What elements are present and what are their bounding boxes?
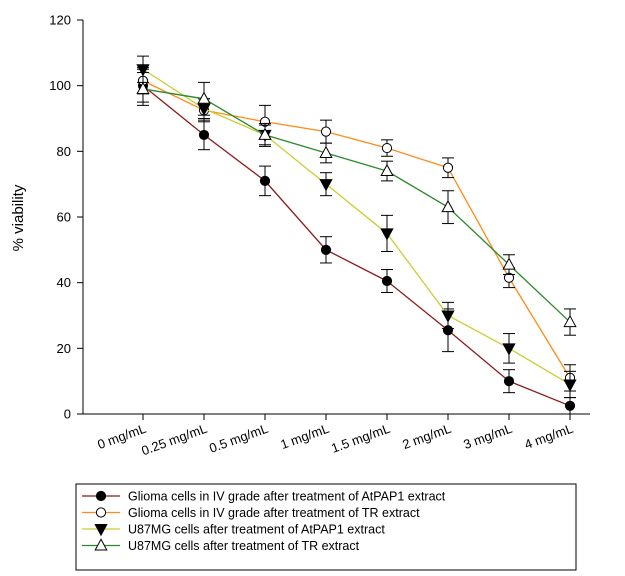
data-point — [441, 199, 455, 213]
x-tick-label: 1.5 mg/mL — [329, 421, 392, 456]
y-tick-label: 80 — [57, 144, 71, 159]
data-point — [197, 91, 211, 104]
legend-item: U87MG cells after treatment of TR extrac… — [82, 538, 360, 553]
data-point — [319, 179, 333, 192]
x-tick-label: 0.25 mg/mL — [139, 421, 209, 459]
series-line — [142, 80, 571, 379]
legend-item: Glioma cells in IV grade after treatment… — [82, 506, 420, 520]
data-point — [380, 228, 394, 241]
legend: Glioma cells in IV grade after treatment… — [75, 483, 577, 571]
data-point — [502, 257, 516, 270]
data-point — [320, 244, 332, 255]
data-point — [94, 538, 108, 551]
data-point — [381, 142, 393, 154]
legend-item: Glioma cells in IV grade after treatment… — [82, 490, 446, 504]
x-tick-label: 4 mg/mL — [522, 421, 575, 452]
x-tick-label: 1 mg/mL — [278, 421, 331, 452]
data-point — [563, 314, 577, 328]
data-point — [380, 163, 394, 177]
data-point — [502, 343, 516, 356]
series-1 — [137, 68, 576, 415]
y-tick-label: 100 — [49, 78, 71, 93]
data-point — [136, 81, 150, 94]
legend-box — [75, 483, 577, 571]
legend-label: U87MG cells after treatment of TR extrac… — [128, 539, 360, 553]
y-tick-label: 60 — [57, 210, 71, 225]
data-point — [136, 64, 150, 77]
x-tick-label: 3 mg/mL — [461, 421, 514, 452]
plot-area — [136, 55, 577, 415]
data-point — [381, 275, 393, 287]
y-tick-label: 40 — [57, 275, 71, 290]
data-point — [198, 129, 210, 141]
data-point — [564, 400, 576, 411]
data-point — [95, 507, 107, 518]
data-point — [259, 175, 271, 186]
data-point — [320, 126, 332, 137]
data-point — [563, 379, 577, 392]
y-axis-label: % viability — [10, 184, 27, 251]
x-tick-label: 0.5 mg/mL — [207, 421, 270, 456]
legend-label: Glioma cells in IV grade after treatment… — [128, 490, 446, 504]
series-2 — [137, 67, 576, 392]
legend-label: U87MG cells after treatment of AtPAP1 ex… — [128, 523, 385, 537]
data-point — [319, 145, 333, 158]
series-4 — [136, 72, 577, 336]
series-3 — [136, 55, 577, 399]
y-tick-label: 20 — [57, 341, 71, 356]
data-point — [442, 162, 454, 173]
data-point — [95, 490, 107, 502]
series-line — [142, 85, 571, 407]
data-point — [441, 310, 455, 323]
y-tick-label: 120 — [49, 13, 71, 28]
data-point — [503, 376, 515, 387]
legend-item: U87MG cells after treatment of AtPAP1 ex… — [82, 523, 385, 537]
y-tick-label: 0 — [64, 407, 71, 422]
data-point — [94, 524, 108, 537]
series-line — [142, 88, 571, 323]
data-point — [258, 127, 272, 140]
series-line — [142, 68, 571, 386]
legend-label: Glioma cells in IV grade after treatment… — [128, 506, 420, 520]
x-tick-label: 2 mg/mL — [400, 421, 453, 452]
